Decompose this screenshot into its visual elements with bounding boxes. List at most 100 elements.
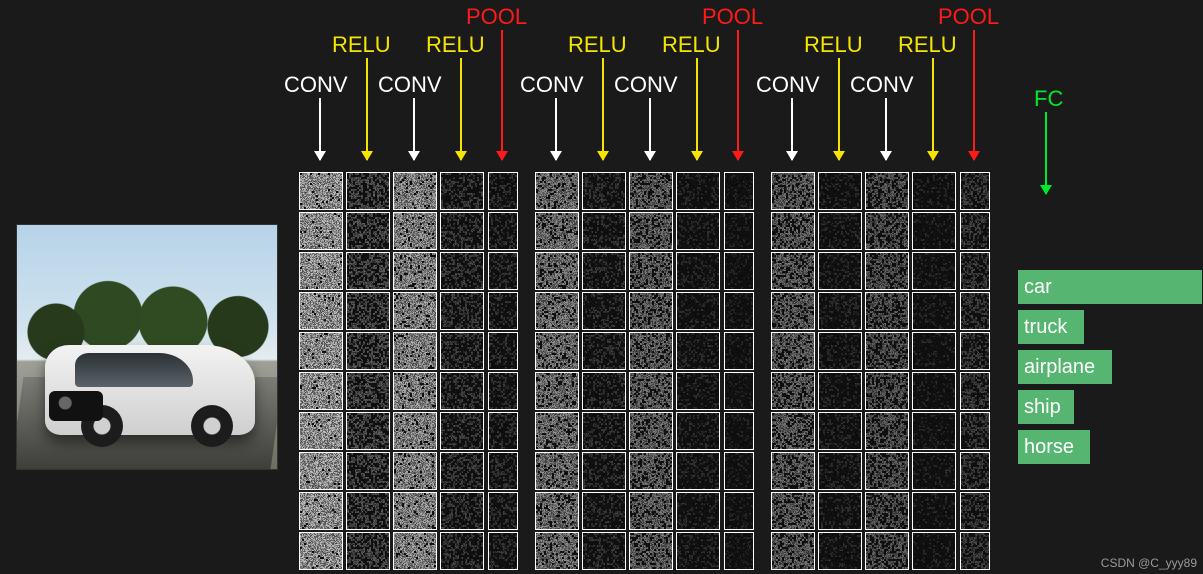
feature-map-cell xyxy=(818,292,862,330)
fc-label: FC xyxy=(1034,86,1063,112)
feature-map-cell xyxy=(865,252,909,290)
feature-map-cell xyxy=(865,492,909,530)
class-bar-car: car xyxy=(1018,270,1202,304)
feature-map-cell xyxy=(346,492,390,530)
conv-column xyxy=(535,172,579,570)
feature-map-cell xyxy=(393,492,437,530)
feature-map-cell xyxy=(488,412,518,450)
conv-column xyxy=(771,172,815,570)
feature-map-cell xyxy=(771,492,815,530)
feature-map-cell xyxy=(771,252,815,290)
feature-map-cell xyxy=(818,212,862,250)
feature-map-cell xyxy=(535,412,579,450)
white-arrow xyxy=(319,98,321,160)
feature-map-cell xyxy=(299,412,343,450)
feature-map-cell xyxy=(582,212,626,250)
feature-map-cell xyxy=(629,452,673,490)
feature-map-cell xyxy=(676,212,720,250)
feature-map-cell xyxy=(299,452,343,490)
feature-map-cell xyxy=(393,332,437,370)
relu-column xyxy=(582,172,626,570)
conv-column xyxy=(629,172,673,570)
feature-map-cell xyxy=(535,332,579,370)
conv-label: CONV xyxy=(284,72,348,98)
feature-map-cell xyxy=(865,212,909,250)
feature-map-cell xyxy=(724,372,754,410)
yellow-arrow xyxy=(696,58,698,160)
feature-map-cell xyxy=(865,412,909,450)
feature-map-cell xyxy=(818,252,862,290)
feature-map-cell xyxy=(629,532,673,570)
pool-column xyxy=(724,172,754,570)
feature-map-cell xyxy=(488,532,518,570)
feature-map-cell xyxy=(346,172,390,210)
feature-map-cell xyxy=(488,372,518,410)
feature-map-cell xyxy=(818,332,862,370)
feature-map-cell xyxy=(582,412,626,450)
feature-map-cell xyxy=(488,492,518,530)
feature-map-cell xyxy=(771,532,815,570)
conv-label: CONV xyxy=(614,72,678,98)
feature-map-cell xyxy=(393,532,437,570)
feature-map-cell xyxy=(346,332,390,370)
yellow-arrow xyxy=(838,58,840,160)
feature-map-cell xyxy=(676,252,720,290)
feature-map-cell xyxy=(724,252,754,290)
cnn-pipeline-diagram: POOLPOOLPOOLRELURELURELURELURELURELUCONV… xyxy=(0,0,1203,574)
feature-map-cell xyxy=(346,212,390,250)
white-arrow xyxy=(555,98,557,160)
feature-map-cell xyxy=(818,492,862,530)
feature-map-cell xyxy=(488,452,518,490)
feature-map-cell xyxy=(676,292,720,330)
conv-label: CONV xyxy=(378,72,442,98)
feature-map-cell xyxy=(960,532,990,570)
conv-column xyxy=(299,172,343,570)
feature-map-cell xyxy=(393,252,437,290)
conv-label: CONV xyxy=(756,72,820,98)
relu-label: RELU xyxy=(804,32,863,58)
feature-map-cell xyxy=(771,412,815,450)
feature-map-cell xyxy=(912,492,956,530)
wheel-rear xyxy=(81,405,123,447)
feature-map-cell xyxy=(676,172,720,210)
feature-map-cell xyxy=(912,212,956,250)
yellow-arrow xyxy=(602,58,604,160)
feature-map-cell xyxy=(629,412,673,450)
conv-column xyxy=(393,172,437,570)
feature-map-cell xyxy=(676,332,720,370)
feature-map-cell xyxy=(771,372,815,410)
feature-map-cell xyxy=(771,292,815,330)
feature-map-cell xyxy=(582,332,626,370)
feature-map-cell xyxy=(818,372,862,410)
pool-column xyxy=(488,172,518,570)
feature-map-cell xyxy=(488,172,518,210)
pool-label: POOL xyxy=(466,4,527,30)
feature-map-cell xyxy=(393,452,437,490)
feature-map-cell xyxy=(346,372,390,410)
feature-map-cell xyxy=(299,292,343,330)
white-arrow xyxy=(885,98,887,160)
feature-map-cell xyxy=(535,252,579,290)
class-bar-horse: horse xyxy=(1018,430,1090,464)
feature-map-cell xyxy=(771,452,815,490)
feature-map-cell xyxy=(771,172,815,210)
feature-map-cell xyxy=(865,292,909,330)
feature-map-cell xyxy=(912,252,956,290)
feature-map-cell xyxy=(912,332,956,370)
feature-map-cell xyxy=(299,252,343,290)
red-arrow xyxy=(973,30,975,160)
green-arrow xyxy=(1045,112,1047,194)
feature-map-cell xyxy=(629,292,673,330)
feature-map-cell xyxy=(582,452,626,490)
feature-map-cell xyxy=(865,372,909,410)
feature-map-cell xyxy=(488,212,518,250)
feature-map-cell xyxy=(676,372,720,410)
conv-label: CONV xyxy=(850,72,914,98)
feature-map-cell xyxy=(960,292,990,330)
yellow-arrow xyxy=(366,58,368,160)
relu-column xyxy=(676,172,720,570)
feature-map-cell xyxy=(535,452,579,490)
feature-map-cell xyxy=(440,412,484,450)
feature-map-cell xyxy=(676,532,720,570)
feature-map-cell xyxy=(912,372,956,410)
